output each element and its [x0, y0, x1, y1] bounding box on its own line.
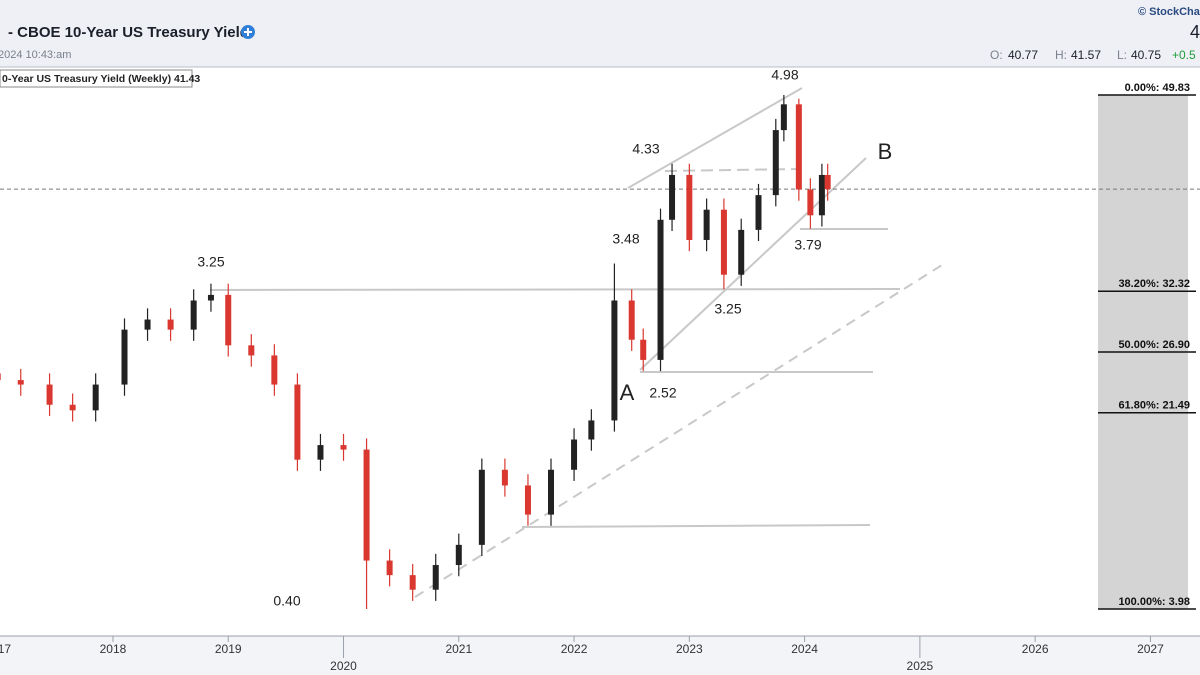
date: 2024 10:43:am [0, 49, 71, 61]
candle-body [363, 449, 370, 561]
candle-body [755, 195, 762, 230]
fib-label: 61.80%: 21.49 [1118, 400, 1190, 412]
candle-body [17, 380, 24, 385]
candle-body [795, 104, 802, 190]
candle-body [478, 469, 485, 545]
annotation: 4.98 [771, 67, 798, 83]
high: 41.57 [1071, 48, 1101, 62]
candle-body [121, 329, 128, 385]
annotation: 3.25 [714, 301, 741, 317]
price: 4 [1190, 22, 1200, 42]
candle-body [807, 189, 814, 216]
fib-label: 50.00%: 26.90 [1118, 339, 1190, 351]
x-tick-label: 2024 [791, 642, 818, 656]
candle-body [225, 294, 232, 346]
candle-body [69, 404, 76, 411]
low: 40.75 [1131, 48, 1161, 62]
fib-label: 38.20%: 32.32 [1118, 278, 1190, 290]
candle-body [738, 229, 745, 275]
source: © StockCharts [1138, 6, 1200, 18]
candle-body [92, 384, 99, 411]
x-tick-label: 2020 [330, 659, 357, 673]
candle-body [588, 420, 595, 440]
x-tick-label: 2018 [100, 642, 127, 656]
x-tick-label: 2017 [0, 642, 11, 656]
candle-body [248, 345, 255, 356]
high-label: H: [1055, 48, 1067, 62]
trend-line [627, 87, 803, 189]
x-tick-label: 2021 [445, 642, 472, 656]
title: - CBOE 10-Year US Treasury Yield [8, 24, 249, 41]
trend-line [639, 157, 867, 371]
candle-body [190, 300, 197, 330]
header-bg [0, 0, 1200, 67]
candle-body [340, 445, 347, 450]
candle-body [657, 219, 664, 360]
candle-body [386, 560, 393, 576]
candle-body [669, 174, 676, 220]
x-axis-bg [0, 636, 1200, 675]
open: 40.77 [1008, 48, 1038, 62]
candle-body [144, 319, 151, 330]
change: +0.5 [1172, 48, 1196, 62]
candle-body [167, 319, 174, 330]
annotation: A [620, 380, 635, 405]
annotation: 3.79 [794, 237, 821, 253]
candle-body [720, 209, 727, 275]
x-tick-label: 2019 [215, 642, 242, 656]
plot-bg [0, 68, 1200, 636]
trend-line [414, 264, 943, 598]
candle-body [824, 174, 831, 190]
candle-body [524, 485, 531, 515]
candle-body [571, 439, 578, 470]
candle-body [628, 300, 635, 340]
candle-body [46, 384, 53, 405]
candle-body [640, 339, 647, 360]
candle-body [455, 544, 462, 566]
add-icon [244, 28, 252, 36]
candle-body [271, 355, 278, 385]
candle-body [317, 445, 324, 460]
annotation: 3.25 [197, 254, 224, 270]
candle-body [772, 130, 779, 196]
candle-body [611, 300, 618, 421]
candle-body [818, 174, 825, 216]
fib-group: 0.00%: 49.83 38.20%: 32.32 50.00%: 26.90 61… [1098, 82, 1196, 610]
candle-body [548, 469, 555, 515]
open-label: O: [990, 48, 1003, 62]
candle-body [686, 174, 693, 240]
candle-body [780, 104, 787, 131]
candle-body [703, 209, 710, 240]
candle-body [0, 373, 1, 381]
legend-box [0, 69, 193, 88]
candle-body [409, 575, 416, 590]
x-tick-label: 2022 [561, 642, 588, 656]
annotation: B [878, 139, 893, 164]
fib-label: 0.00%: 49.83 [1125, 82, 1190, 94]
candle-body [432, 565, 439, 590]
candle-body [207, 294, 214, 301]
legend: 0-Year US Treasury Yield (Weekly) 41.43 [2, 73, 200, 85]
candle-body [501, 469, 508, 486]
annotation: 3.48 [612, 231, 639, 247]
annotation: 4.33 [632, 141, 659, 157]
x-tick-label: 2026 [1022, 642, 1049, 656]
x-tick-label: 2025 [907, 659, 934, 673]
annotation: 2.52 [649, 385, 676, 401]
x-tick-label: 2023 [676, 642, 703, 656]
trend-line [209, 288, 901, 291]
candle-body [294, 384, 301, 460]
annotation: 0.40 [273, 593, 300, 609]
fib-label: 100.00%: 3.98 [1118, 596, 1190, 608]
low-label: L: [1117, 48, 1127, 62]
trend-line [521, 524, 871, 528]
x-tick-label: 2027 [1137, 642, 1164, 656]
